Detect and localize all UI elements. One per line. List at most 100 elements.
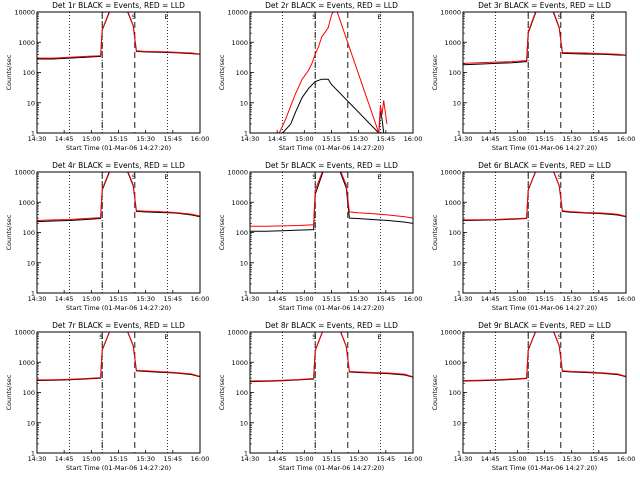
start-marker: S (312, 13, 316, 21)
x-tick-label: 15:45 (163, 295, 182, 303)
series-group (463, 172, 626, 221)
x-tick-label: 15:15 (322, 135, 341, 143)
x-tick-label: 15:15 (535, 455, 554, 463)
x-tick-label: 14:30 (454, 295, 473, 303)
start-marker: S (99, 333, 103, 341)
y-axis-label: Counts/sec (5, 54, 13, 90)
axes-frame (249, 11, 414, 134)
x-tick-label: 14:45 (481, 455, 500, 463)
x-tick-label: 15:45 (376, 135, 395, 143)
series-group (463, 12, 626, 66)
x-tick-label: 16:00 (191, 295, 210, 303)
y-tick-label: 10 (27, 259, 35, 267)
x-tick-label: 15:45 (376, 455, 395, 463)
x-tick-label: 15:15 (109, 135, 128, 143)
x-tick-label: 14:45 (481, 295, 500, 303)
x-axis-label: Start Time (01-Mar-06 14:27:20) (279, 144, 384, 152)
x-tick-label: 16:00 (404, 135, 423, 143)
end-marker: E (377, 13, 381, 21)
axes-frame (36, 331, 201, 454)
series-group (37, 172, 200, 223)
x-tick-label: 14:30 (241, 135, 260, 143)
x-tick-label: 15:00 (508, 135, 527, 143)
y-tick-label: 100 (449, 389, 461, 397)
y-tick-label: 10 (27, 419, 35, 427)
detector-panel-7: Det 7r BLACK = Events, RED = LLD S E 14:30 1… (0, 320, 213, 480)
end-marker: E (164, 333, 168, 341)
detector-panel-8: Det 8r BLACK = Events, RED = LLD S E 14:30 1… (213, 320, 426, 480)
y-tick-label: 100 (23, 69, 35, 77)
x-tick-label: 14:30 (28, 295, 47, 303)
end-marker: E (590, 333, 594, 341)
axes-frame (249, 171, 414, 294)
axes-frame (462, 171, 627, 294)
y-tick-label: 1 (244, 130, 248, 138)
series-group (250, 172, 413, 232)
y-tick-label: 1 (244, 450, 248, 458)
start-marker: S (558, 13, 562, 21)
x-tick-label: 14:30 (241, 295, 260, 303)
lld-series-line (463, 332, 626, 381)
x-tick-label: 16:00 (617, 455, 636, 463)
x-tick-label: 16:00 (404, 295, 423, 303)
x-tick-label: 15:00 (508, 295, 527, 303)
x-axis-label: Start Time (01-Mar-06 14:27:20) (66, 144, 171, 152)
chart-title: Det 6r BLACK = Events, RED = LLD (478, 161, 611, 170)
y-tick-label: 10000 (14, 329, 35, 337)
x-axis-label: Start Time (01-Mar-06 14:27:20) (279, 304, 384, 312)
events-series-line (463, 12, 626, 66)
x-tick-label: 16:00 (617, 295, 636, 303)
start-marker: S (132, 13, 136, 21)
lld-series-line (250, 172, 413, 227)
y-tick-label: 1 (244, 290, 248, 298)
lld-series-line (463, 12, 626, 64)
lld-series-line (250, 332, 413, 382)
x-tick-label: 14:45 (268, 295, 287, 303)
events-series-line (463, 332, 626, 382)
x-tick-label: 15:15 (322, 455, 341, 463)
series-group (37, 332, 200, 381)
x-tick-label: 16:00 (191, 455, 210, 463)
x-tick-label: 15:30 (136, 295, 155, 303)
y-axis-label: Counts/sec (431, 214, 439, 250)
axes-frame (249, 331, 414, 454)
x-tick-label: 15:45 (163, 135, 182, 143)
y-tick-label: 100 (449, 69, 461, 77)
y-tick-label: 1000 (444, 199, 461, 207)
x-tick-label: 15:15 (109, 455, 128, 463)
chart-title: Det 1r BLACK = Events, RED = LLD (52, 1, 185, 10)
y-tick-label: 1000 (231, 359, 248, 367)
x-tick-label: 15:30 (349, 295, 368, 303)
series-group (278, 12, 388, 133)
end-marker: E (164, 173, 168, 181)
y-tick-label: 100 (236, 389, 248, 397)
chart-title: Det 3r BLACK = Events, RED = LLD (478, 1, 611, 10)
y-axis-label: Counts/sec (5, 374, 13, 410)
lld-series-line (37, 12, 200, 59)
x-tick-label: 16:00 (404, 455, 423, 463)
end-marker: E (164, 13, 168, 21)
chart-title: Det 2r BLACK = Events, RED = LLD (265, 1, 398, 10)
y-tick-label: 1000 (18, 359, 35, 367)
start-marker: S (558, 333, 562, 341)
detector-panel-5: Det 5r BLACK = Events, RED = LLD S E 14:30 1… (213, 160, 426, 320)
detector-panel-9: Det 9r BLACK = Events, RED = LLD S E 14:30 1… (426, 320, 639, 480)
y-tick-label: 1000 (444, 39, 461, 47)
x-tick-label: 14:30 (28, 455, 47, 463)
x-tick-label: 14:30 (454, 135, 473, 143)
y-tick-label: 1000 (231, 39, 248, 47)
y-tick-label: 10000 (227, 329, 248, 337)
lld-series-line (37, 172, 200, 221)
x-tick-label: 15:45 (589, 135, 608, 143)
y-tick-label: 10 (240, 259, 248, 267)
start-marker: S (558, 173, 562, 181)
events-series-line (250, 332, 413, 383)
y-axis-label: Counts/sec (431, 374, 439, 410)
detector-panel-3: Det 3r BLACK = Events, RED = LLD S E 14:30 1… (426, 0, 639, 160)
